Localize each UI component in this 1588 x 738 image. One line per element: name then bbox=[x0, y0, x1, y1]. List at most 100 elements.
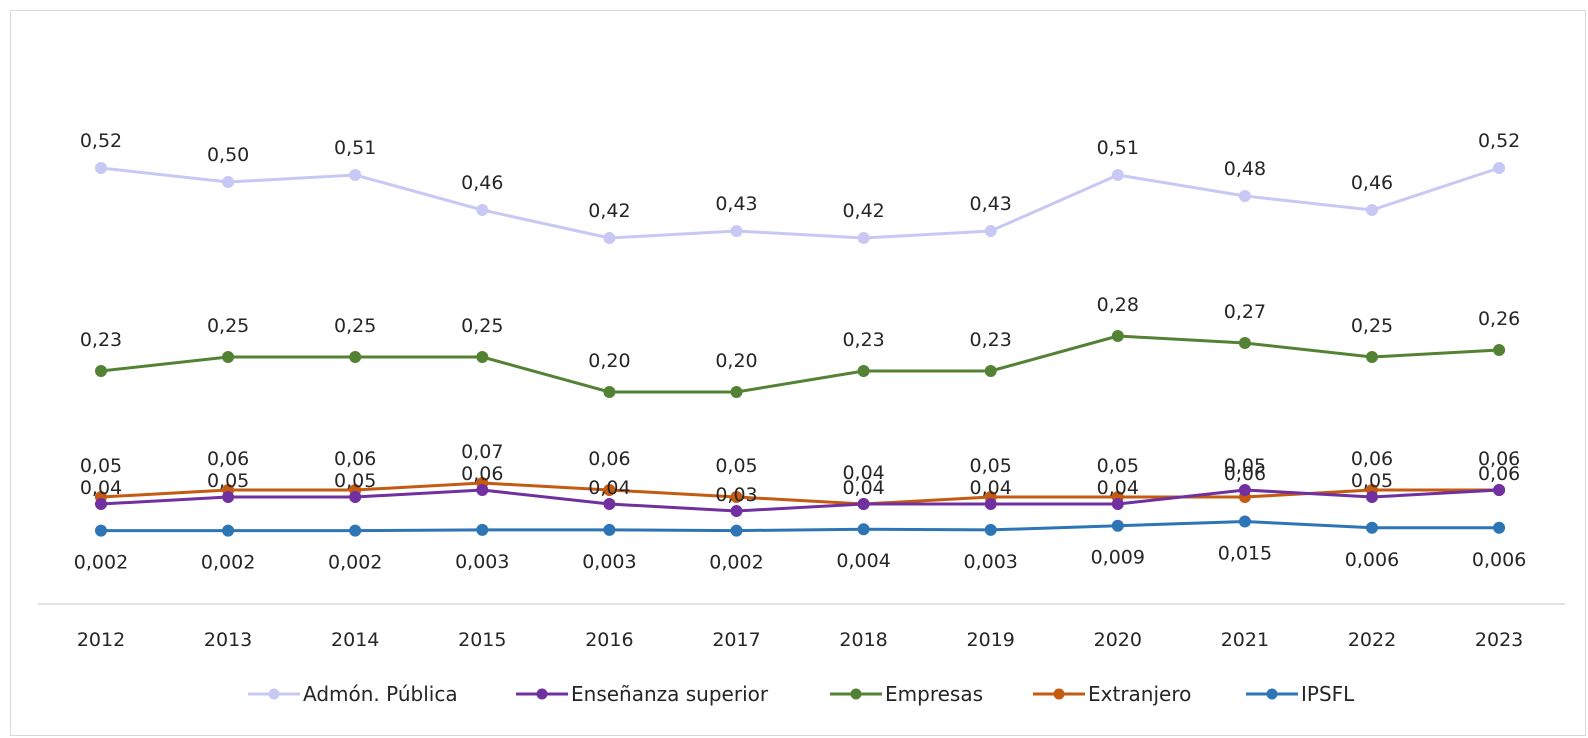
x-tick-label-2019: 2019 bbox=[967, 629, 1015, 651]
legend-swatch-marker-empresas bbox=[850, 688, 862, 700]
data-label-ensenanza-superior-2021: 0,06 bbox=[1224, 463, 1266, 485]
data-label-ipsfl-2023: 0,006 bbox=[1472, 549, 1526, 571]
data-label-ipsfl-2014: 0,002 bbox=[328, 552, 382, 574]
data-label-admon-publica-2020: 0,51 bbox=[1097, 137, 1139, 159]
series-line-ipsfl bbox=[101, 520, 1500, 533]
data-label-extranjero-2017: 0,05 bbox=[715, 455, 757, 477]
legend-label-extranjero: Extranjero bbox=[1088, 682, 1191, 706]
data-point-empresas-2019 bbox=[984, 365, 997, 377]
data-point-admon-publica-2012 bbox=[95, 162, 107, 174]
series-ipsfl bbox=[95, 515, 1506, 537]
x-tick-label-2012: 2012 bbox=[77, 629, 125, 651]
legend-swatch-marker-extranjero bbox=[1053, 688, 1065, 700]
chart-frame bbox=[10, 10, 1586, 736]
data-point-admon-publica-2020 bbox=[1111, 169, 1124, 181]
data-point-ensenanza-superior-2023 bbox=[1493, 484, 1506, 496]
data-point-ensenanza-superior-2013 bbox=[222, 491, 235, 503]
data-label-admon-publica-2017: 0,43 bbox=[715, 193, 757, 215]
data-point-admon-publica-2018 bbox=[857, 232, 870, 244]
data-label-ensenanza-superior-2017: 0,03 bbox=[715, 484, 757, 506]
series-admon-publica bbox=[95, 162, 1506, 244]
data-point-empresas-2021 bbox=[1238, 337, 1251, 349]
x-tick-label-2022: 2022 bbox=[1348, 629, 1396, 651]
data-label-extranjero-2012: 0,05 bbox=[80, 455, 122, 477]
x-tick-label-2016: 2016 bbox=[585, 629, 633, 651]
series-line-ensenanza-superior bbox=[100, 488, 1500, 513]
x-tick-label-2021: 2021 bbox=[1221, 629, 1269, 651]
data-label-ensenanza-superior-2013: 0,05 bbox=[207, 470, 249, 492]
data-point-empresas-2018 bbox=[857, 365, 870, 377]
data-point-empresas-2013 bbox=[222, 351, 235, 363]
data-label-admon-publica-2015: 0,46 bbox=[461, 172, 503, 194]
data-label-empresas-2016: 0,20 bbox=[588, 350, 630, 372]
data-label-ensenanza-superior-2023: 0,06 bbox=[1478, 463, 1520, 485]
data-point-admon-publica-2022 bbox=[1366, 204, 1378, 216]
data-point-ensenanza-superior-2020 bbox=[1111, 498, 1124, 510]
data-label-ensenanza-superior-2012: 0,04 bbox=[80, 477, 122, 499]
x-tick-label-2018: 2018 bbox=[839, 629, 887, 651]
data-point-ipsfl-2015 bbox=[476, 523, 489, 536]
data-label-empresas-2017: 0,20 bbox=[715, 350, 757, 372]
data-label-ipsfl-2016: 0,003 bbox=[582, 551, 636, 573]
data-label-ipsfl-2012: 0,002 bbox=[74, 552, 128, 574]
data-point-admon-publica-2013 bbox=[222, 176, 235, 188]
legend-swatch-marker-admon-publica bbox=[268, 688, 280, 700]
data-point-ipsfl-2023 bbox=[1493, 521, 1506, 534]
data-point-ensenanza-superior-2021 bbox=[1238, 484, 1251, 496]
data-point-admon-publica-2019 bbox=[984, 225, 997, 237]
data-label-layer: 0,52 0,50 0,51 0,46 0,42 0,43 0,42 0,43 0,51 0,48… bbox=[74, 130, 1527, 574]
x-tick-layer: 2012 2013 2014 2015 2016 2017 2018 2019 2020 2021… bbox=[77, 629, 1523, 651]
data-label-ensenanza-superior-2020: 0,04 bbox=[1097, 477, 1139, 499]
data-label-extranjero-2020: 0,05 bbox=[1097, 455, 1139, 477]
data-label-admon-publica-2012: 0,52 bbox=[80, 130, 122, 152]
data-point-empresas-2014 bbox=[349, 351, 362, 363]
data-label-extranjero-2023: 0,06 bbox=[1478, 448, 1520, 470]
data-label-extranjero-2018: 0,04 bbox=[842, 462, 884, 484]
data-point-admon-publica-2023 bbox=[1493, 162, 1506, 174]
data-point-ensenanza-superior-2022 bbox=[1366, 491, 1378, 503]
legend-label-ensenanza-superior: Enseñanza superior bbox=[571, 682, 769, 706]
data-label-ensenanza-superior-2015: 0,06 bbox=[461, 463, 503, 485]
data-label-ipsfl-2020: 0,009 bbox=[1091, 547, 1145, 569]
data-label-admon-publica-2018: 0,42 bbox=[842, 200, 884, 222]
data-label-empresas-2014: 0,25 bbox=[334, 315, 376, 337]
data-point-admon-publica-2021 bbox=[1238, 190, 1251, 202]
data-point-admon-publica-2017 bbox=[730, 225, 743, 237]
data-point-ipsfl-2022 bbox=[1366, 521, 1378, 534]
data-label-ensenanza-superior-2016: 0,04 bbox=[588, 477, 630, 499]
data-label-empresas-2018: 0,23 bbox=[842, 329, 884, 351]
data-label-empresas-2013: 0,25 bbox=[207, 315, 249, 337]
data-label-admon-publica-2022: 0,46 bbox=[1351, 172, 1393, 194]
data-label-empresas-2012: 0,23 bbox=[80, 329, 122, 351]
data-point-ensenanza-superior-2016 bbox=[603, 498, 616, 510]
legend-item-extranjero: Extranjero bbox=[1033, 682, 1191, 706]
series-line-admon-publica bbox=[100, 166, 1500, 240]
data-point-ensenanza-superior-2019 bbox=[984, 498, 997, 510]
data-point-empresas-2017 bbox=[730, 386, 743, 398]
data-label-extranjero-2022: 0,06 bbox=[1351, 448, 1393, 470]
data-label-ipsfl-2015: 0,003 bbox=[455, 551, 509, 573]
data-point-ensenanza-superior-2018 bbox=[857, 498, 870, 510]
series-ensenanza-superior bbox=[95, 484, 1506, 517]
legend-item-empresas: Empresas bbox=[830, 682, 983, 706]
data-point-ipsfl-2017 bbox=[730, 524, 743, 537]
data-point-empresas-2022 bbox=[1366, 351, 1378, 363]
data-point-extranjero-2016 bbox=[603, 484, 616, 496]
data-point-ensenanza-superior-2012 bbox=[95, 498, 107, 510]
data-label-extranjero-2016: 0,06 bbox=[588, 448, 630, 470]
data-label-empresas-2020: 0,28 bbox=[1097, 294, 1139, 316]
data-label-extranjero-2021: 0,05 bbox=[1224, 455, 1266, 477]
data-point-ensenanza-superior-2017 bbox=[730, 505, 743, 517]
data-point-admon-publica-2014 bbox=[349, 169, 362, 181]
data-point-empresas-2016 bbox=[603, 386, 616, 398]
data-point-ipsfl-2019 bbox=[984, 523, 997, 536]
data-label-empresas-2021: 0,27 bbox=[1224, 301, 1266, 323]
series-empresas bbox=[95, 330, 1506, 398]
data-label-extranjero-2013: 0,06 bbox=[207, 448, 249, 470]
x-tick-label-2014: 2014 bbox=[331, 629, 379, 651]
data-label-ensenanza-superior-2019: 0,04 bbox=[970, 477, 1012, 499]
data-point-empresas-2015 bbox=[476, 351, 489, 363]
x-tick-label-2023: 2023 bbox=[1475, 629, 1523, 651]
x-tick-label-2020: 2020 bbox=[1094, 629, 1142, 651]
legend-item-admon-publica: Admón. Pública bbox=[248, 682, 458, 706]
